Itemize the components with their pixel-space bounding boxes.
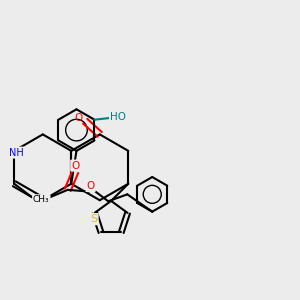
Text: NH: NH [9,148,23,158]
Text: O: O [71,160,80,171]
Text: S: S [90,214,98,224]
Text: HO: HO [110,112,126,122]
Text: CH₃: CH₃ [33,195,50,204]
Text: O: O [75,113,83,123]
Text: O: O [86,181,95,191]
